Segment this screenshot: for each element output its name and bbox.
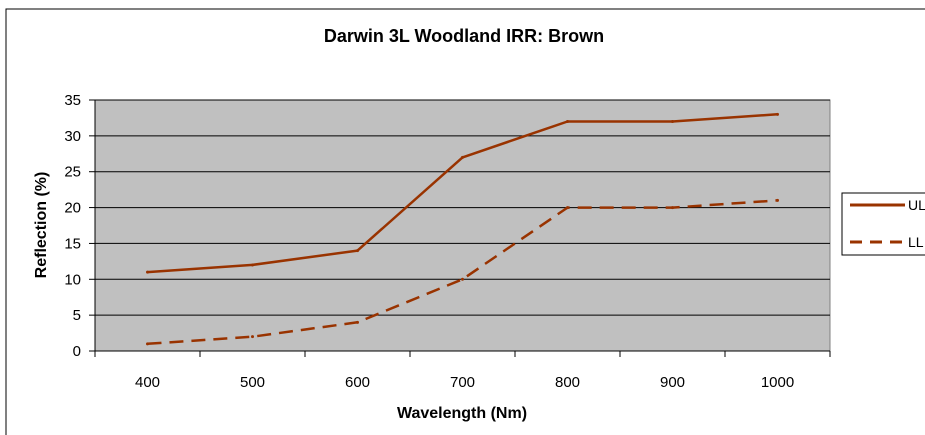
y-tick-label: 30 [64, 128, 81, 145]
data-point-ll [776, 198, 779, 202]
chart-title: Darwin 3L Woodland IRR: Brown [324, 26, 604, 46]
legend-label-ll: LL [908, 234, 924, 250]
y-tick-label: 15 [64, 235, 81, 252]
legend: UL LL [841, 192, 925, 256]
data-point-ul [461, 155, 464, 159]
data-point-ul [776, 112, 779, 116]
legend-label-ul: UL [908, 197, 925, 213]
data-point-ul [566, 120, 569, 124]
data-point-ul [146, 270, 149, 274]
y-tick-label: 20 [64, 200, 81, 217]
x-tick-label: 800 [555, 374, 580, 391]
y-tick-label: 10 [64, 271, 81, 288]
y-axis-title: Reflection (%) [33, 172, 50, 279]
x-tick-label: 900 [660, 374, 685, 391]
data-point-ll [461, 277, 464, 281]
data-point-ll [356, 320, 359, 324]
data-point-ll [566, 206, 569, 210]
data-point-ll [671, 206, 674, 210]
y-tick-label: 25 [64, 164, 81, 181]
y-tick-label: 5 [73, 307, 81, 324]
x-tick-label: 400 [135, 374, 160, 391]
data-point-ll [146, 342, 149, 346]
x-tick-label: 700 [450, 374, 475, 391]
x-axis-title: Wavelength (Nm) [397, 405, 527, 422]
data-point-ll [251, 335, 254, 339]
y-tick-label: 35 [64, 92, 81, 109]
x-tick-label: 1000 [761, 374, 794, 391]
x-tick-label: 600 [345, 374, 370, 391]
legend-box [841, 192, 925, 256]
x-tick-label: 500 [240, 374, 265, 391]
data-point-ul [251, 263, 254, 267]
data-point-ul [671, 120, 674, 124]
x-axis-ticks: 400 500 600 700 800 900 1000 [94, 351, 831, 391]
data-point-ul [356, 249, 359, 253]
plot-area [94, 99, 831, 352]
y-tick-label: 0 [73, 343, 81, 360]
series-layer [146, 112, 779, 346]
y-axis-ticks: 0 5 10 15 20 25 30 35 [64, 92, 95, 360]
